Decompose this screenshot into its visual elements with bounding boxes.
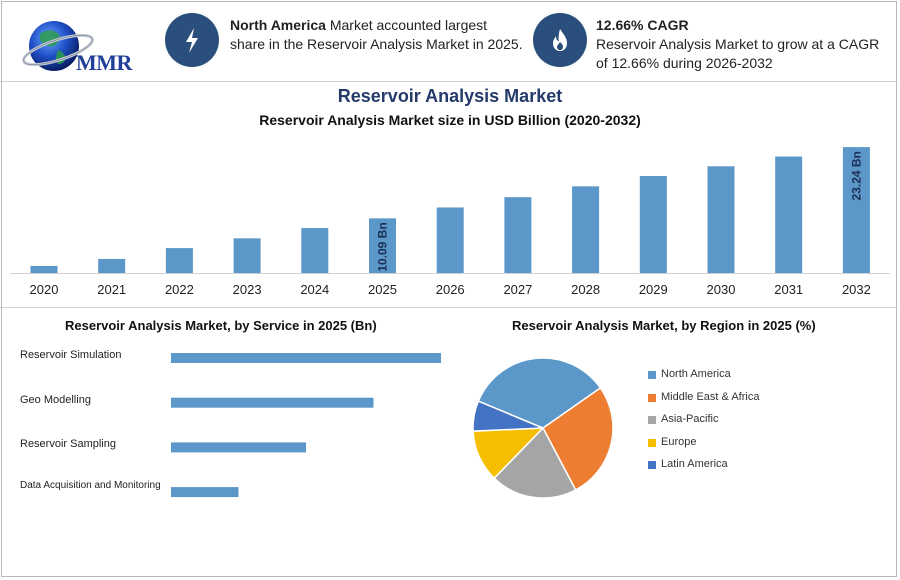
bar-2031 [775,156,803,273]
legend-label-0: North America [661,368,731,380]
chart-title: Reservoir Analysis Market [337,86,563,106]
x-tick-label-2021: 2021 [97,282,126,297]
x-tick-label-2026: 2026 [436,282,465,297]
pie-slice-0 [477,358,602,429]
chart-subtitle: Reservoir Analysis Market size in USD Bi… [259,112,641,128]
info2-bold: 12.66% CAGR [596,17,689,33]
bar-2029 [639,176,667,273]
info1-line2: share in the Reservoir Analysis Market i… [230,36,523,52]
bar-2025 [369,218,396,273]
x-tick-label-2031: 2031 [774,282,803,297]
lightning-icon [186,28,198,53]
market-size-bar-chart: 2020 2021 2022 2023 2024 2025 10.09 Bn 2026 2027… [10,147,890,297]
service-bar-3 [171,487,239,498]
x-tick-label-2022: 2022 [165,282,194,297]
section-divider [0,307,898,308]
service-label-3: Data Acquisition and Monitoring [20,480,161,492]
x-tick-label-2023: 2023 [233,282,262,297]
legend-swatch-4 [648,461,656,469]
x-tick-label-2027: 2027 [503,282,532,297]
x-tick-label-2032: 2032 [842,282,871,297]
legend-label-4: Latin America [661,458,728,470]
bar-2024 [301,228,329,273]
flame-icon [553,29,567,51]
service-bar-2 [171,442,306,453]
info1-bold: North America [230,17,326,33]
legend-swatch-1 [648,393,656,402]
logo-text: MMR [76,50,132,75]
bar-2032 [842,147,870,273]
x-tick-label-2025: 2025 [368,282,397,297]
pie-slice-2 [493,426,577,499]
pie-slice-1 [542,386,614,491]
bar-2022 [165,248,193,273]
bar-2020 [30,265,58,273]
info2-line2: of 12.66% during 2026-2032 [596,55,773,71]
info2-line1: Reservoir Analysis Market to grow at a C… [596,36,880,52]
info-text-north-america: North America Market accounted largest s… [230,16,523,54]
globe-icon [22,21,94,71]
region-pie-chart [472,358,614,499]
legend-label-1: Middle East & Africa [661,390,760,403]
bar-2023 [233,238,261,273]
legend-label-2: Asia-Pacific [661,413,719,425]
x-tick-label-2029: 2029 [639,282,668,297]
legend-swatch-0 [648,371,656,379]
info1-rest: Market accounted largest [325,17,488,33]
service-bar-1 [171,397,374,408]
mmr-logo: MMR [18,14,138,78]
service-label-2: Reservoir Sampling [20,438,116,451]
data-label-2025: 10.09 Bn [376,222,390,271]
region-chart-title: Reservoir Analysis Market, by Region in … [512,318,816,333]
service-bar-0 [171,353,441,363]
info-badge-north-america [165,13,219,67]
bar-2026 [436,207,464,273]
bar-2030 [707,166,735,273]
x-tick-label-2024: 2024 [300,282,329,297]
data-label-2032: 23.24 Bn [849,151,863,200]
bar-2028 [572,186,600,273]
info-text-cagr: 12.66% CAGR Reservoir Analysis Market to… [596,16,879,73]
bar-2027 [504,197,532,273]
service-label-0: Reservoir Simulation [20,349,122,361]
legend-swatch-2 [648,416,656,424]
info-badge-cagr [533,13,587,67]
header-divider [0,81,898,82]
legend-label-3: Europe [661,435,697,448]
service-bar-chart [171,353,441,498]
service-label-1: Geo Modelling [20,393,91,406]
x-tick-label-2020: 2020 [30,282,59,297]
legend-swatch-3 [648,438,656,447]
x-tick-label-2030: 2030 [707,282,736,297]
service-chart-title: Reservoir Analysis Market, by Service in… [65,318,377,333]
bar-2021 [98,258,126,273]
x-tick-label-2028: 2028 [571,282,600,297]
